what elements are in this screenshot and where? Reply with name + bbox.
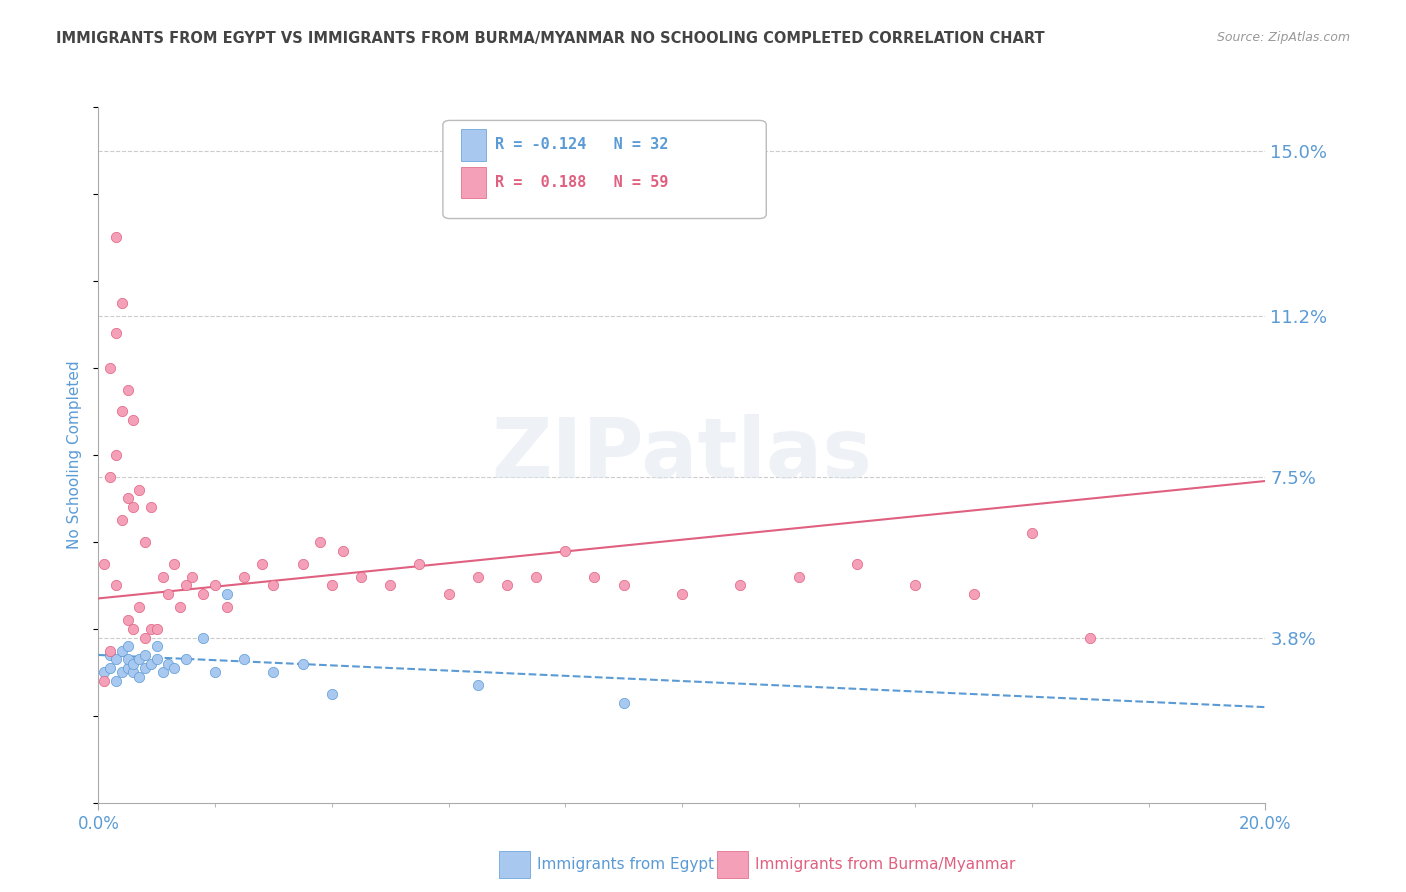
Point xyxy=(262,665,284,680)
Point xyxy=(122,500,145,514)
Point xyxy=(111,665,134,680)
Point xyxy=(350,570,373,584)
Point xyxy=(904,578,927,592)
Point xyxy=(524,570,547,584)
Point xyxy=(122,657,145,671)
Point xyxy=(111,295,134,310)
Point xyxy=(104,674,127,689)
Text: Immigrants from Burma/Myanmar: Immigrants from Burma/Myanmar xyxy=(755,857,1015,871)
Point xyxy=(128,600,150,615)
Point xyxy=(134,535,156,549)
Point xyxy=(193,587,215,601)
Point xyxy=(104,652,127,666)
Point xyxy=(104,230,127,244)
Point xyxy=(98,469,121,483)
Point xyxy=(152,665,174,680)
Point xyxy=(204,578,226,592)
Point xyxy=(846,557,869,571)
Point xyxy=(467,570,489,584)
Text: Immigrants from Egypt: Immigrants from Egypt xyxy=(537,857,714,871)
Point xyxy=(117,491,139,506)
Point xyxy=(233,652,256,666)
Point xyxy=(139,622,162,636)
Point xyxy=(98,661,121,675)
Point xyxy=(139,500,162,514)
Point xyxy=(111,404,134,418)
Point xyxy=(583,570,606,584)
Point xyxy=(250,557,273,571)
Point xyxy=(117,661,139,675)
Point xyxy=(291,657,314,671)
Point xyxy=(174,578,197,592)
Point xyxy=(134,648,156,662)
Point xyxy=(93,557,115,571)
Point xyxy=(554,543,576,558)
Point xyxy=(1021,526,1043,541)
Point xyxy=(104,578,127,592)
Point xyxy=(122,622,145,636)
Point xyxy=(117,639,139,653)
Point xyxy=(93,674,115,689)
Point xyxy=(152,570,174,584)
Point xyxy=(180,570,202,584)
Point xyxy=(117,613,139,627)
Point xyxy=(408,557,430,571)
Point xyxy=(122,665,145,680)
Point xyxy=(309,535,332,549)
Point xyxy=(321,687,343,701)
Point xyxy=(146,652,169,666)
Point xyxy=(613,696,636,710)
Point xyxy=(128,670,150,684)
Point xyxy=(128,652,150,666)
Point xyxy=(98,648,121,662)
Text: IMMIGRANTS FROM EGYPT VS IMMIGRANTS FROM BURMA/MYANMAR NO SCHOOLING COMPLETED CO: IMMIGRANTS FROM EGYPT VS IMMIGRANTS FROM… xyxy=(56,31,1045,46)
Point xyxy=(157,587,180,601)
Point xyxy=(291,557,314,571)
Point xyxy=(193,631,215,645)
Point xyxy=(98,643,121,657)
Point xyxy=(787,570,810,584)
Point xyxy=(111,513,134,527)
Y-axis label: No Schooling Completed: No Schooling Completed xyxy=(67,360,83,549)
Point xyxy=(98,360,121,375)
Point xyxy=(146,622,169,636)
Point xyxy=(215,587,238,601)
Point xyxy=(139,657,162,671)
Point xyxy=(204,665,226,680)
Point xyxy=(671,587,693,601)
Point xyxy=(111,643,134,657)
Text: ZIPatlas: ZIPatlas xyxy=(492,415,872,495)
Point xyxy=(134,661,156,675)
Point xyxy=(496,578,519,592)
Point xyxy=(332,543,354,558)
Point xyxy=(104,448,127,462)
Point xyxy=(321,578,343,592)
Point xyxy=(117,652,139,666)
Point xyxy=(157,657,180,671)
Point xyxy=(163,557,186,571)
Point xyxy=(174,652,197,666)
Text: Source: ZipAtlas.com: Source: ZipAtlas.com xyxy=(1216,31,1350,45)
Point xyxy=(146,639,169,653)
Text: R =  0.188   N = 59: R = 0.188 N = 59 xyxy=(495,175,668,190)
Point xyxy=(262,578,284,592)
Point xyxy=(104,326,127,341)
Point xyxy=(169,600,191,615)
Point xyxy=(437,587,460,601)
Point xyxy=(128,483,150,497)
Point xyxy=(93,665,115,680)
Point xyxy=(1080,631,1102,645)
Point xyxy=(163,661,186,675)
Point xyxy=(467,678,489,692)
Point xyxy=(134,631,156,645)
Text: R = -0.124   N = 32: R = -0.124 N = 32 xyxy=(495,137,668,153)
Point xyxy=(122,413,145,427)
Point xyxy=(215,600,238,615)
Point xyxy=(233,570,256,584)
Point xyxy=(730,578,752,592)
Point xyxy=(613,578,636,592)
Point xyxy=(380,578,402,592)
Point xyxy=(962,587,984,601)
Point xyxy=(117,383,139,397)
